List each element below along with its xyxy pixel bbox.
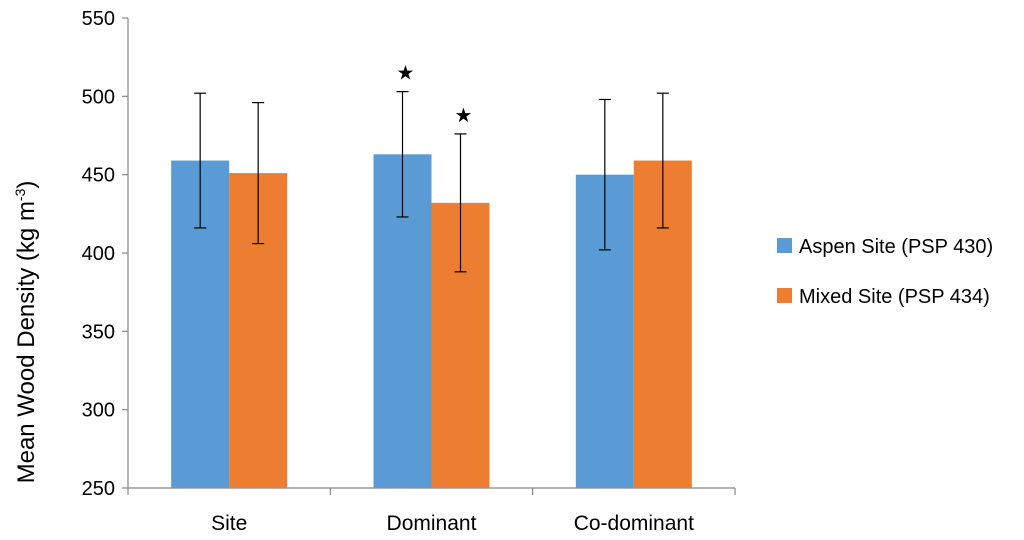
significance-star: ★ [455, 103, 473, 127]
legend: Aspen Site (PSP 430) Mixed Site (PSP 434) [777, 236, 993, 308]
y-tick-label: 300 [82, 400, 115, 422]
y-tick-label: 450 [82, 165, 115, 187]
x-category-label: Dominant [387, 512, 477, 535]
x-category-label: Site [211, 512, 247, 535]
legend-swatch [777, 238, 792, 253]
error-bars-group [194, 91, 669, 273]
y-axis-label: Mean Wood Density (kg m-3) [12, 181, 40, 484]
legend-label: Aspen Site (PSP 430) [799, 236, 993, 258]
x-category-label: Co-dominant [574, 512, 694, 535]
bars-group [171, 154, 692, 489]
y-tick-label: 250 [82, 478, 115, 500]
x-axis: Site Dominant Co-dominant [127, 487, 736, 535]
significance-star: ★ [397, 61, 415, 85]
y-tick-label: 550 [82, 8, 115, 30]
y-tick-label: 350 [82, 321, 115, 343]
y-tick-label: 400 [82, 243, 115, 265]
y-axis: 250 300 350 400 450 500 550 [82, 8, 129, 500]
legend-label: Mixed Site (PSP 434) [799, 286, 990, 308]
legend-swatch [777, 288, 792, 303]
y-tick-label: 500 [82, 86, 115, 108]
annotations-group: ★★ [397, 61, 473, 127]
